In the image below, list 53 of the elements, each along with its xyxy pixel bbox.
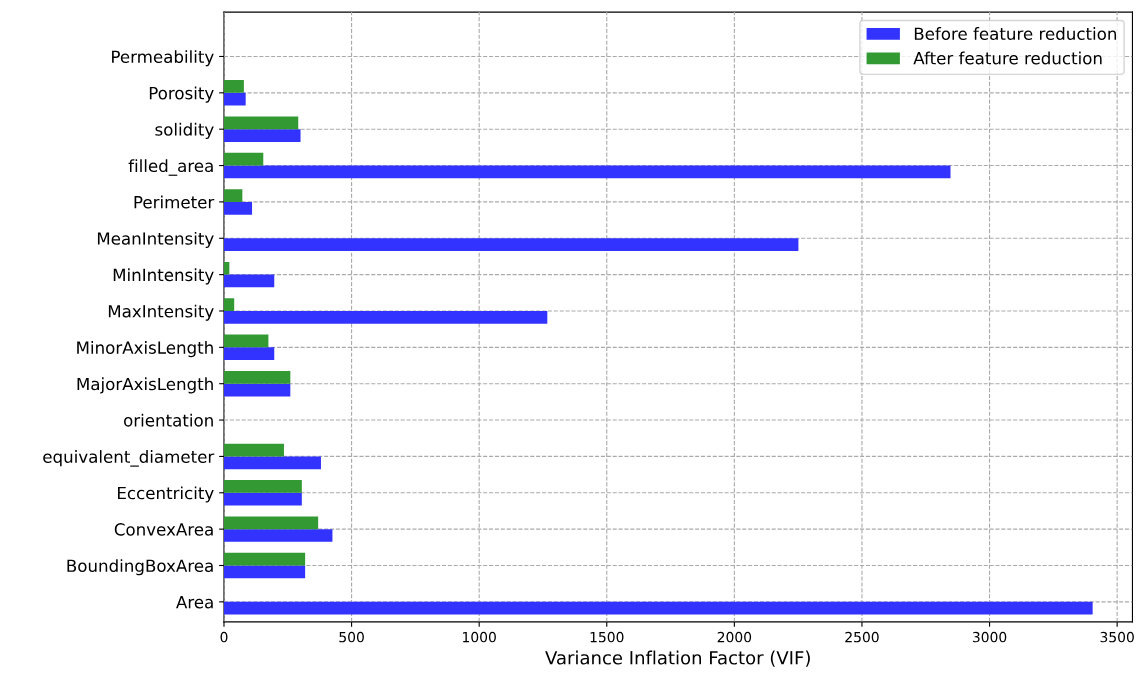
x-tick-label: 2500 xyxy=(845,631,879,643)
y-tick-label: MinorAxisLength xyxy=(77,341,213,358)
bar xyxy=(223,370,291,384)
bar xyxy=(223,274,275,288)
x-tick-label: 2000 xyxy=(717,631,752,643)
bar xyxy=(223,129,301,142)
bar xyxy=(223,492,302,506)
y-tick-label: MeanIntensity xyxy=(97,231,214,249)
y-tick-label: Perimeter xyxy=(134,195,215,209)
bar xyxy=(223,310,548,324)
bar xyxy=(223,152,264,166)
bar xyxy=(223,165,951,179)
bar xyxy=(223,456,321,470)
x-tick-label: 3000 xyxy=(972,631,1007,643)
bar xyxy=(223,347,275,361)
bar xyxy=(223,480,302,493)
y-tick-label: MinIntensity xyxy=(113,268,214,285)
bar xyxy=(223,334,269,348)
y-tick-label: solidity xyxy=(155,122,214,139)
x-axis-title: Variance Inflation Factor (VIF) xyxy=(545,650,810,667)
bar xyxy=(223,92,246,106)
x-tick-label: 500 xyxy=(339,631,364,643)
bar xyxy=(223,238,799,251)
bar xyxy=(223,298,235,311)
bar xyxy=(223,443,284,457)
bar xyxy=(223,80,244,93)
y-tick-label: Area xyxy=(176,596,213,609)
y-tick-label: BoundingBoxArea xyxy=(67,559,213,576)
y-tick-label: ConvexArea xyxy=(114,523,213,536)
bar xyxy=(223,552,306,566)
y-tick-label: Permeability xyxy=(112,50,214,67)
x-tick-label: 3500 xyxy=(1100,631,1134,643)
y-tick-label: MaxIntensity xyxy=(108,304,214,321)
x-tick-label: 0 xyxy=(220,631,228,643)
x-tick-label: 1500 xyxy=(590,631,624,643)
y-tick-label: equivalent_diameter xyxy=(43,450,215,467)
bar xyxy=(223,565,306,579)
bar xyxy=(223,529,333,542)
x-tick-label: 1000 xyxy=(463,631,496,643)
bar xyxy=(223,261,230,275)
legend-label: Before feature reduction xyxy=(914,27,1117,41)
y-tick-label: Eccentricity xyxy=(118,486,214,503)
bar xyxy=(223,516,319,530)
y-tick-label: MajorAxisLength xyxy=(77,377,213,394)
bar xyxy=(223,189,243,202)
bar xyxy=(223,601,1093,615)
bar xyxy=(223,201,253,215)
bar xyxy=(223,116,299,130)
legend-label: After feature reduction xyxy=(913,51,1102,65)
y-tick-label: filled_area xyxy=(128,159,213,176)
y-tick-label: Porosity xyxy=(149,86,214,103)
bar xyxy=(223,383,291,397)
y-tick-label: orientation xyxy=(124,413,213,427)
